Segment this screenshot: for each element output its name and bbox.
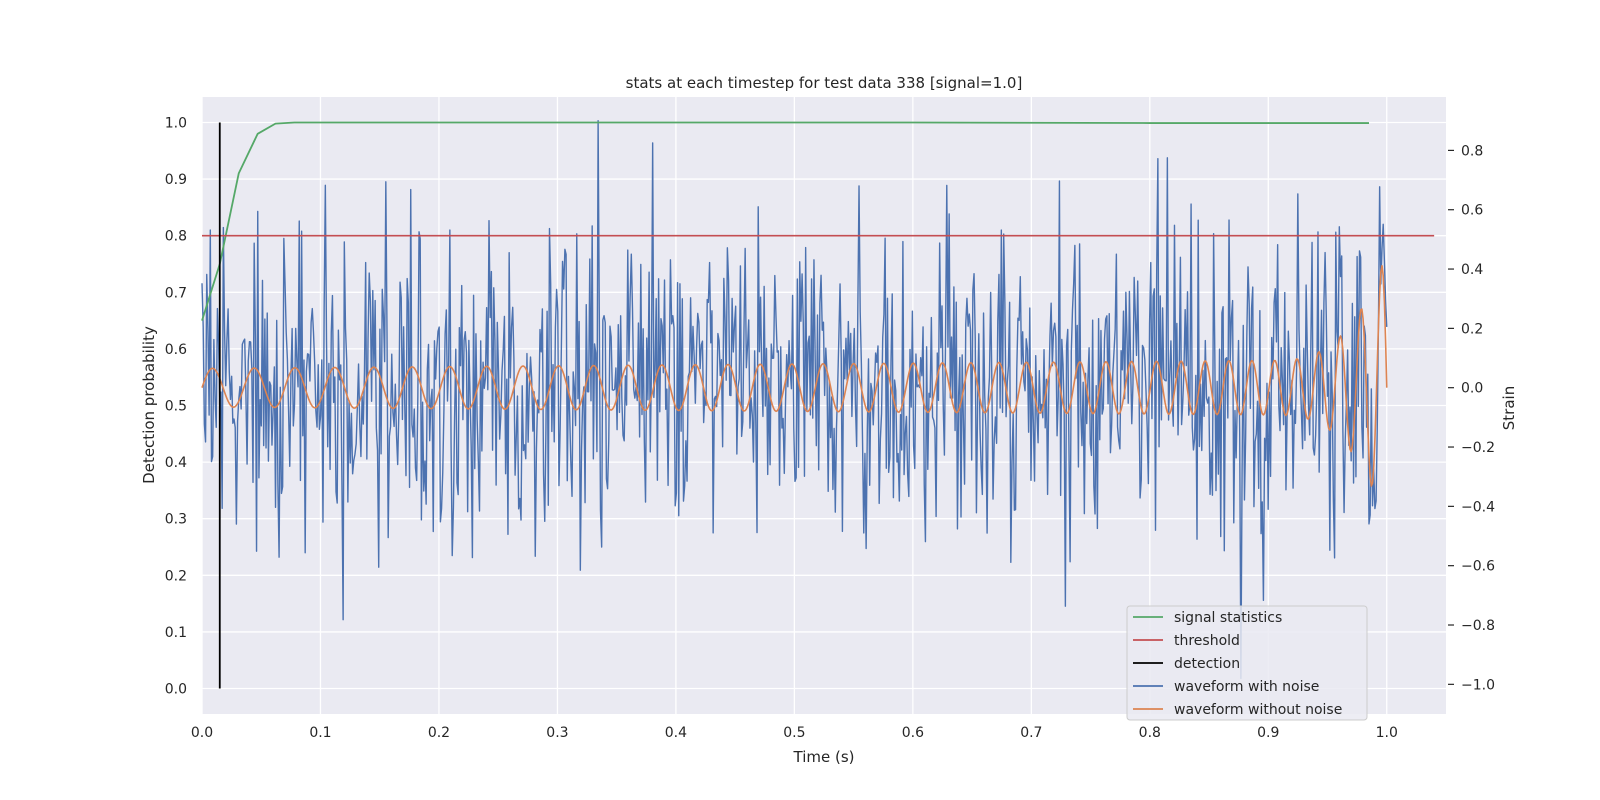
y-tick-label: 0.1 [165,625,187,641]
ticks-layer: 0.0 0.1 0.2 0.3 0.4 0.5 0.6 0.7 0.8 0.9 1.0 0.0 0.1 0… [165,115,1495,741]
y2-tick-label: −0.6 [1461,559,1495,575]
legend-label: detection [1174,656,1240,672]
x-tick-label: 0.7 [1020,725,1042,741]
y-tick-label: 0.7 [165,285,187,301]
y2-tick-label: 0.6 [1461,203,1483,219]
chart-title: stats at each timestep for test data 338… [626,74,1023,92]
signal-statistics-line [201,121,1369,321]
y-tick-label: 0.9 [165,172,187,188]
x-tick-label: 1.0 [1376,725,1398,741]
waveform-without-noise-line [201,264,1388,487]
y-axis-label: Detection probability [140,326,158,484]
y2-axis-label: Strain [1500,386,1518,430]
y-tick-label: 1.0 [165,115,187,131]
y-tick-label: 0.5 [165,399,187,415]
legend-label: waveform with noise [1174,679,1319,695]
y-tick-label: 0.0 [165,682,187,698]
series-layer [201,120,1435,689]
x-tick-label: 0.2 [428,725,450,741]
x-tick-label: 0.5 [783,725,805,741]
y-tick-label: 0.2 [165,568,187,584]
legend-label: signal statistics [1174,610,1282,626]
y-tick-label: 0.8 [165,229,187,245]
legend-box [1126,605,1368,721]
y2-tick-label: −1.0 [1461,677,1495,693]
waveform-with-noise-line [201,120,1388,680]
x-tick-label: 0.1 [309,725,331,741]
y2-tick-label: 0.2 [1461,321,1483,337]
legend: signal statistics threshold detection wavef… [1126,605,1368,721]
y2-tick-label: −0.8 [1461,618,1495,634]
x-axis-label: Time (s) [793,748,855,766]
legend-label: waveform without noise [1174,702,1342,718]
y-tick-label: 0.4 [165,455,187,471]
x-tick-label: 0.0 [191,725,213,741]
legend-label: threshold [1174,633,1240,649]
y2-tick-label: −0.4 [1461,499,1495,515]
y-tick-label: 0.3 [165,512,187,528]
y2-tick-label: 0.0 [1461,381,1483,397]
x-tick-label: 0.3 [546,725,568,741]
x-tick-label: 0.9 [1257,725,1279,741]
x-tick-label: 0.8 [1139,725,1161,741]
y2-tick-label: 0.4 [1461,262,1483,278]
y2-tick-label: 0.8 [1461,143,1483,159]
x-tick-label: 0.6 [902,725,924,741]
y-tick-label: 0.6 [165,342,187,358]
y2-tick-label: −0.2 [1461,440,1495,456]
x-tick-label: 0.4 [665,725,687,741]
